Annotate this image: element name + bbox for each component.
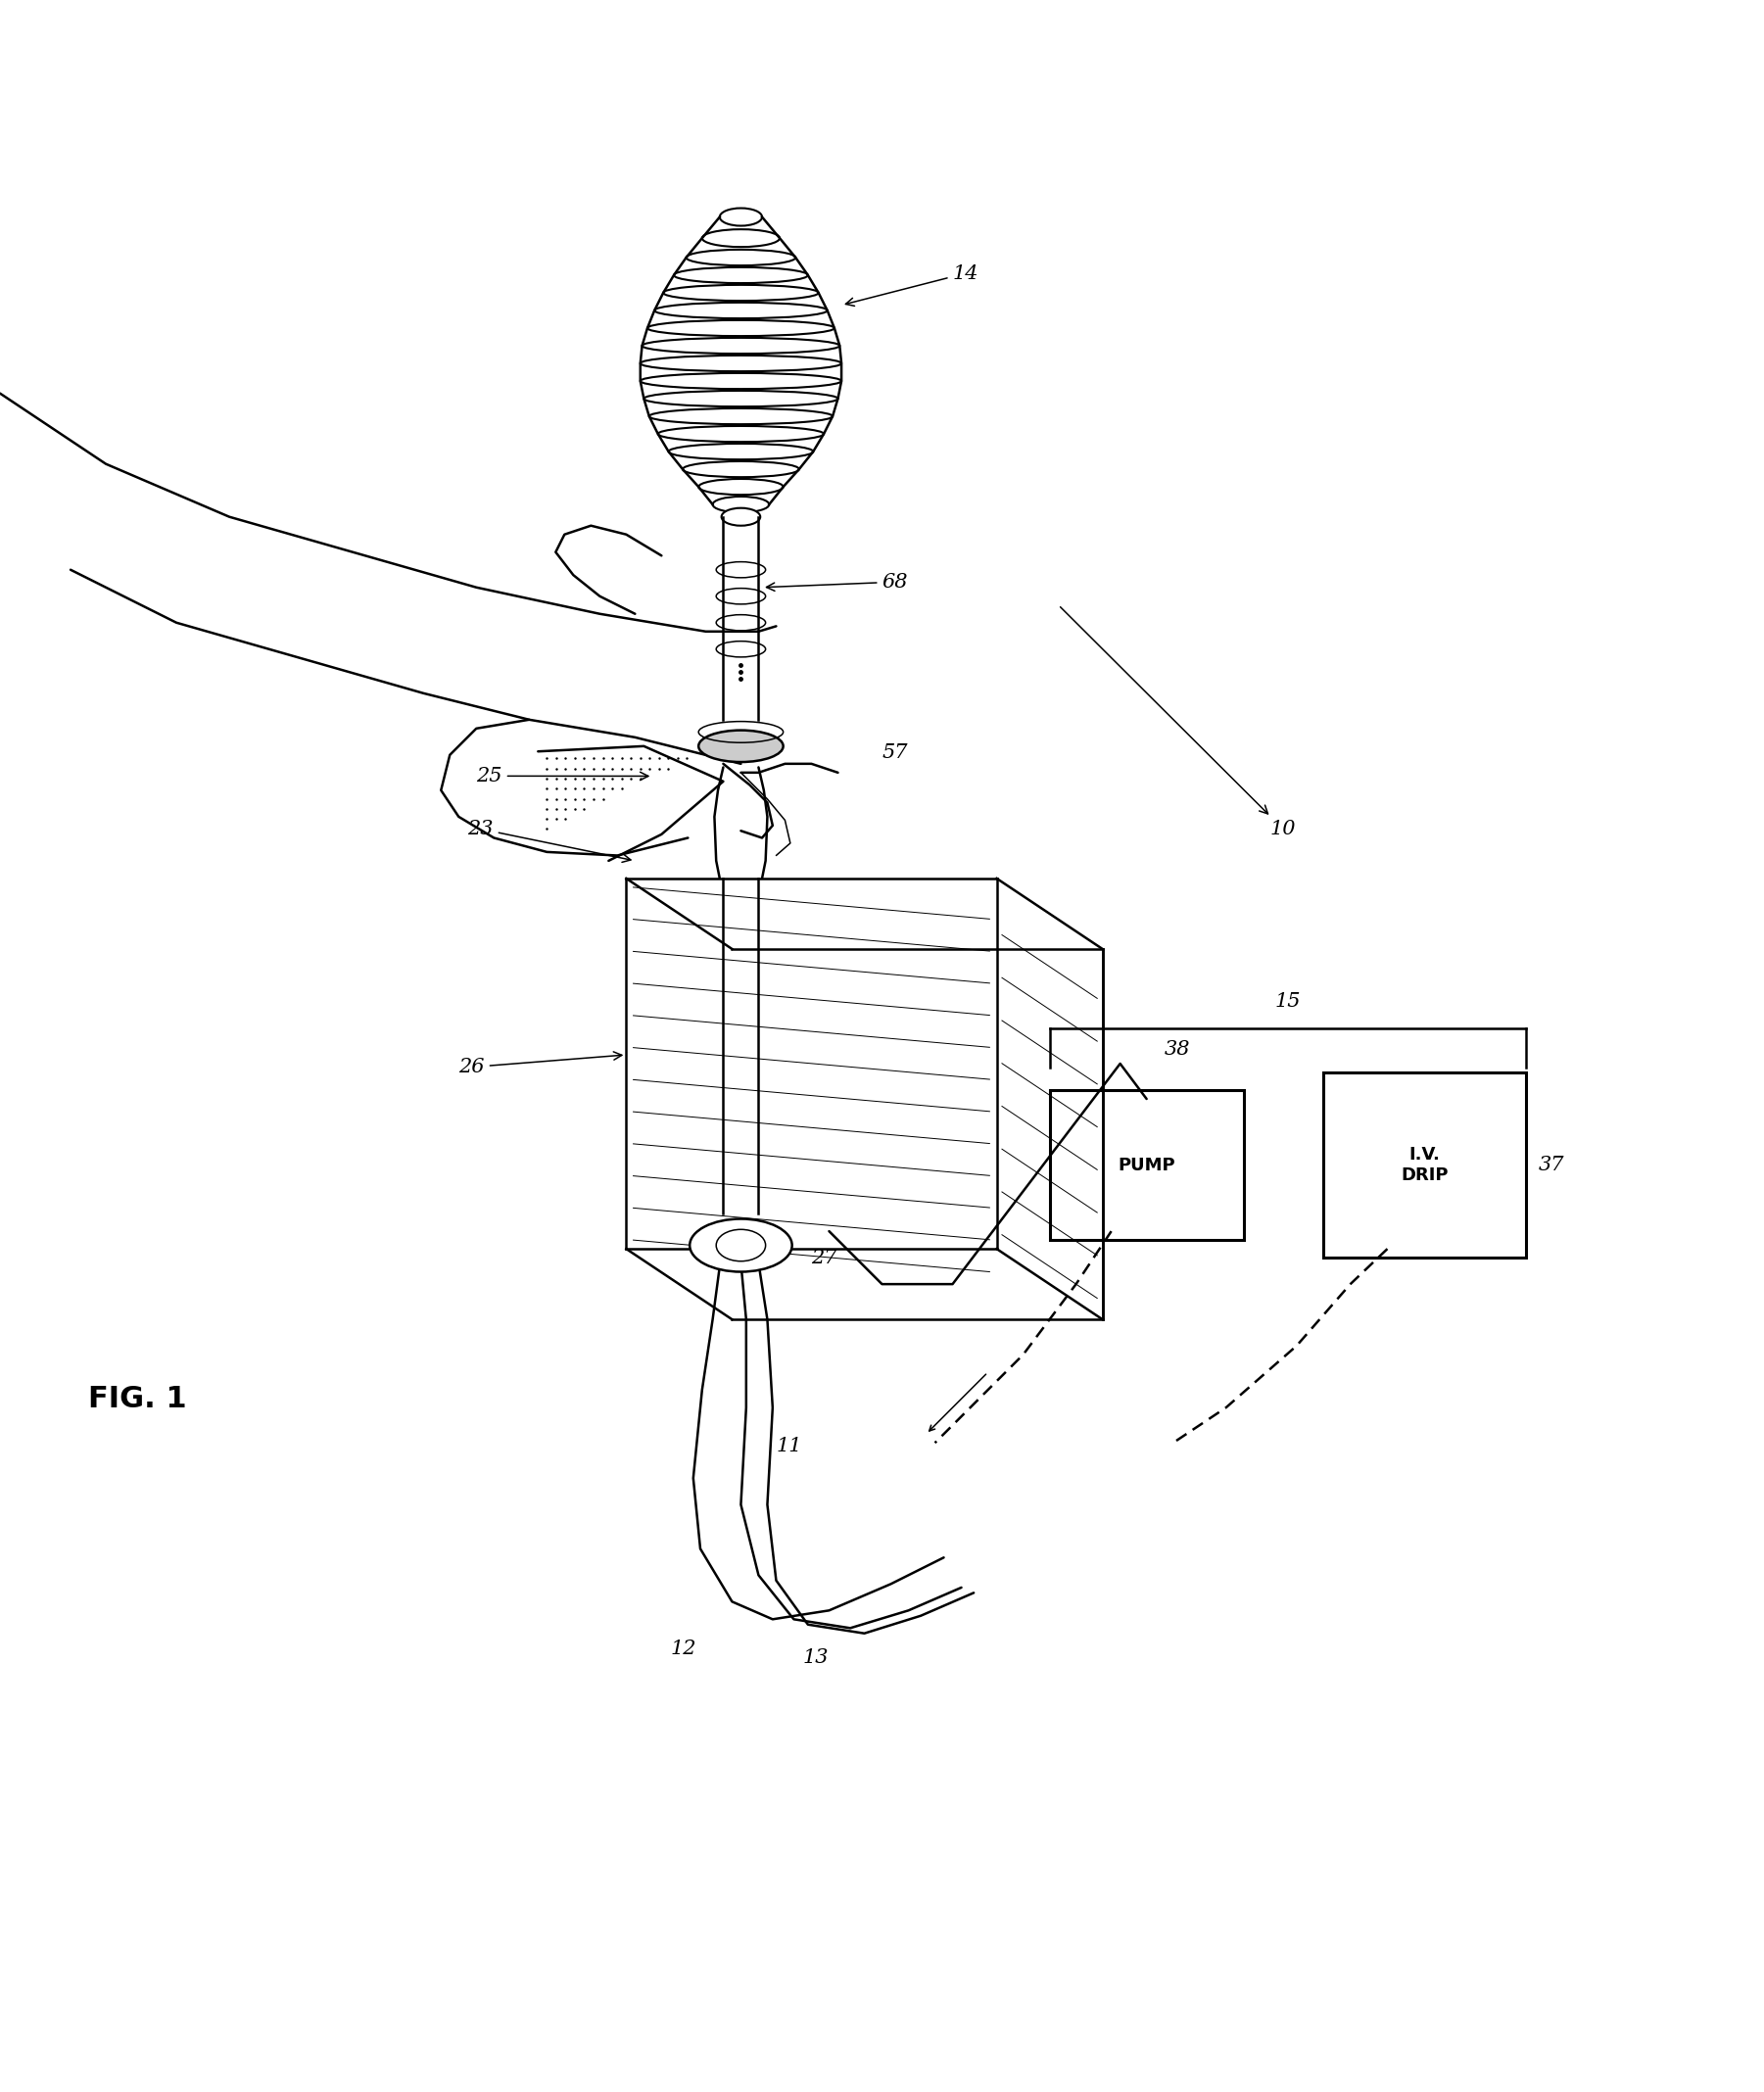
Ellipse shape [716, 1230, 766, 1261]
Text: 25: 25 [476, 768, 649, 784]
Ellipse shape [699, 730, 783, 761]
Text: 68: 68 [766, 573, 908, 592]
Ellipse shape [721, 508, 760, 525]
Text: 15: 15 [1275, 992, 1300, 1010]
Text: 27: 27 [811, 1249, 838, 1268]
Text: 12: 12 [670, 1640, 697, 1659]
Text: 57: 57 [882, 745, 908, 761]
Text: I.V.
DRIP: I.V. DRIP [1401, 1146, 1448, 1184]
Text: 11: 11 [776, 1437, 803, 1456]
Text: PUMP: PUMP [1118, 1157, 1175, 1174]
Text: 14: 14 [845, 264, 979, 305]
Text: 13: 13 [803, 1648, 829, 1667]
FancyBboxPatch shape [1323, 1073, 1526, 1257]
Text: 38: 38 [1164, 1040, 1191, 1059]
Text: 10: 10 [1060, 607, 1297, 839]
Text: 23: 23 [467, 820, 632, 862]
Text: 37: 37 [1538, 1155, 1565, 1174]
Text: 26: 26 [459, 1052, 623, 1077]
Text: FIG. 1: FIG. 1 [88, 1385, 187, 1414]
FancyBboxPatch shape [1050, 1090, 1244, 1241]
Ellipse shape [690, 1220, 792, 1272]
